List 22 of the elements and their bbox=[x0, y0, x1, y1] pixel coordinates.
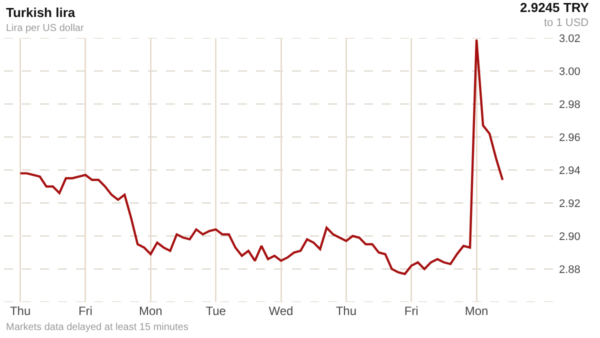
y-tick-label: 2.88 bbox=[559, 264, 580, 276]
line-series bbox=[19, 38, 504, 276]
y-tick-label: 2.98 bbox=[559, 98, 580, 111]
y-tick-label: 3.02 bbox=[559, 32, 580, 45]
y-tick-label: 3.00 bbox=[559, 66, 580, 78]
x-tick-label: Mon bbox=[464, 304, 488, 318]
y-tick-label: 2.94 bbox=[559, 164, 580, 177]
x-tick-label: Fri bbox=[404, 304, 418, 318]
chart-subtitle: Lira per US dollar bbox=[6, 23, 84, 34]
x-tick-label: Thu bbox=[336, 304, 357, 318]
chart-title: Turkish lira bbox=[6, 5, 76, 20]
y-tick-label: 2.92 bbox=[559, 198, 580, 210]
x-tick-label: Thu bbox=[10, 304, 31, 318]
text: Markets data delayed at least 15 minutes bbox=[6, 322, 188, 333]
text: 2.9245 TRY bbox=[520, 0, 590, 15]
y-tick-label: 2.90 bbox=[559, 230, 580, 243]
y-tick-label: 2.96 bbox=[559, 132, 580, 144]
x-tick-label: Tue bbox=[206, 304, 226, 318]
text: to 1 USD bbox=[544, 17, 589, 29]
x-tick-label: Mon bbox=[138, 304, 162, 318]
x-tick-label: Wed bbox=[268, 304, 294, 318]
x-tick-label: Fri bbox=[78, 304, 92, 318]
